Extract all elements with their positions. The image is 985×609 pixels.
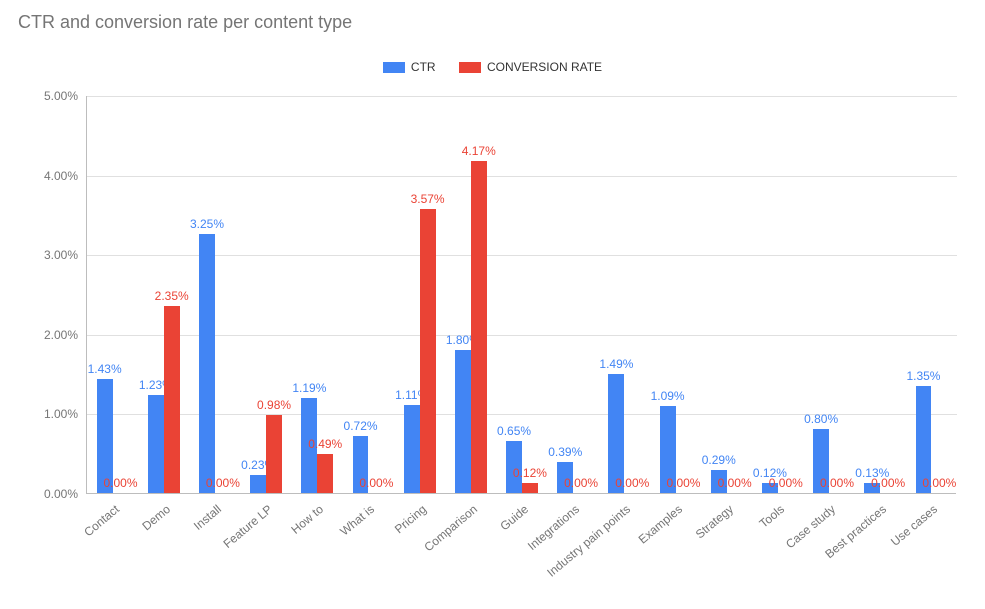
bar-ctr-label: 0.29% bbox=[702, 453, 736, 467]
y-tick-label: 2.00% bbox=[18, 328, 78, 342]
bar-conv bbox=[317, 454, 333, 493]
bar-ctr-label: 3.25% bbox=[190, 217, 224, 231]
bar-ctr bbox=[404, 405, 420, 493]
bar-conv-label: 4.17% bbox=[462, 144, 496, 158]
legend-item-ctr: CTR bbox=[383, 60, 436, 74]
bar-ctr-label: 0.65% bbox=[497, 424, 531, 438]
y-tick-label: 0.00% bbox=[18, 487, 78, 501]
bar-conv-label: 0.00% bbox=[359, 476, 393, 490]
gridline bbox=[87, 96, 957, 97]
bar-ctr-label: 1.19% bbox=[292, 381, 326, 395]
y-tick-label: 4.00% bbox=[18, 169, 78, 183]
gridline bbox=[87, 176, 957, 177]
bar-conv-label: 0.00% bbox=[564, 476, 598, 490]
x-category-label: Install bbox=[191, 502, 224, 533]
bar-ctr bbox=[455, 350, 471, 493]
bar-ctr-label: 1.09% bbox=[651, 389, 685, 403]
plot-area: 0.00%1.00%2.00%3.00%4.00%5.00%1.43%0.00%… bbox=[86, 96, 956, 494]
bar-conv-label: 0.00% bbox=[922, 476, 956, 490]
bar-conv bbox=[420, 209, 436, 493]
bar-conv-label: 0.49% bbox=[308, 437, 342, 451]
bar-ctr bbox=[148, 395, 164, 493]
bar-ctr-label: 1.49% bbox=[599, 357, 633, 371]
x-category-label: Demo bbox=[139, 502, 173, 533]
x-category-label: Use cases bbox=[888, 502, 940, 549]
x-category-label: Strategy bbox=[692, 502, 735, 541]
bar-ctr bbox=[250, 475, 266, 493]
bar-conv-label: 0.00% bbox=[871, 476, 905, 490]
gridline bbox=[87, 335, 957, 336]
x-category-label: Tools bbox=[756, 502, 786, 531]
x-category-label: Examples bbox=[635, 502, 684, 547]
chart-title: CTR and conversion rate per content type bbox=[18, 12, 352, 33]
x-category-label: Comparison bbox=[421, 502, 480, 554]
bar-conv-label: 0.00% bbox=[820, 476, 854, 490]
legend-label-ctr: CTR bbox=[411, 60, 436, 74]
bar-ctr bbox=[199, 234, 215, 493]
x-category-label: How to bbox=[289, 502, 327, 537]
bar-conv bbox=[471, 161, 487, 493]
bar-conv-label: 0.00% bbox=[718, 476, 752, 490]
chart-container: CTR and conversion rate per content type… bbox=[0, 0, 985, 609]
bar-ctr-label: 0.39% bbox=[548, 445, 582, 459]
bar-conv-label: 0.00% bbox=[206, 476, 240, 490]
legend-swatch-conv bbox=[459, 62, 481, 73]
bar-conv-label: 0.00% bbox=[104, 476, 138, 490]
bar-conv-label: 2.35% bbox=[155, 289, 189, 303]
bar-ctr-label: 0.72% bbox=[344, 419, 378, 433]
bar-conv bbox=[164, 306, 180, 493]
bar-conv-label: 3.57% bbox=[411, 192, 445, 206]
legend-swatch-ctr bbox=[383, 62, 405, 73]
x-category-label: Guide bbox=[497, 502, 531, 533]
legend-label-conv: CONVERSION RATE bbox=[487, 60, 602, 74]
bar-conv bbox=[266, 415, 282, 493]
y-tick-label: 3.00% bbox=[18, 248, 78, 262]
bar-conv-label: 0.12% bbox=[513, 466, 547, 480]
bar-ctr-label: 1.43% bbox=[88, 362, 122, 376]
x-category-label: Contact bbox=[81, 502, 122, 539]
bar-conv bbox=[522, 483, 538, 493]
x-category-label: Feature LP bbox=[221, 502, 275, 551]
bar-ctr-label: 0.80% bbox=[804, 412, 838, 426]
bar-conv-label: 0.00% bbox=[666, 476, 700, 490]
x-category-label: Pricing bbox=[392, 502, 429, 536]
legend-item-conv: CONVERSION RATE bbox=[459, 60, 602, 74]
bar-conv-label: 0.00% bbox=[769, 476, 803, 490]
chart-legend: CTR CONVERSION RATE bbox=[0, 60, 985, 76]
bar-conv-label: 0.98% bbox=[257, 398, 291, 412]
bar-ctr-label: 1.35% bbox=[906, 369, 940, 383]
y-tick-label: 1.00% bbox=[18, 407, 78, 421]
bar-conv-label: 0.00% bbox=[615, 476, 649, 490]
y-tick-label: 5.00% bbox=[18, 89, 78, 103]
x-category-label: What is bbox=[338, 502, 378, 538]
gridline bbox=[87, 255, 957, 256]
